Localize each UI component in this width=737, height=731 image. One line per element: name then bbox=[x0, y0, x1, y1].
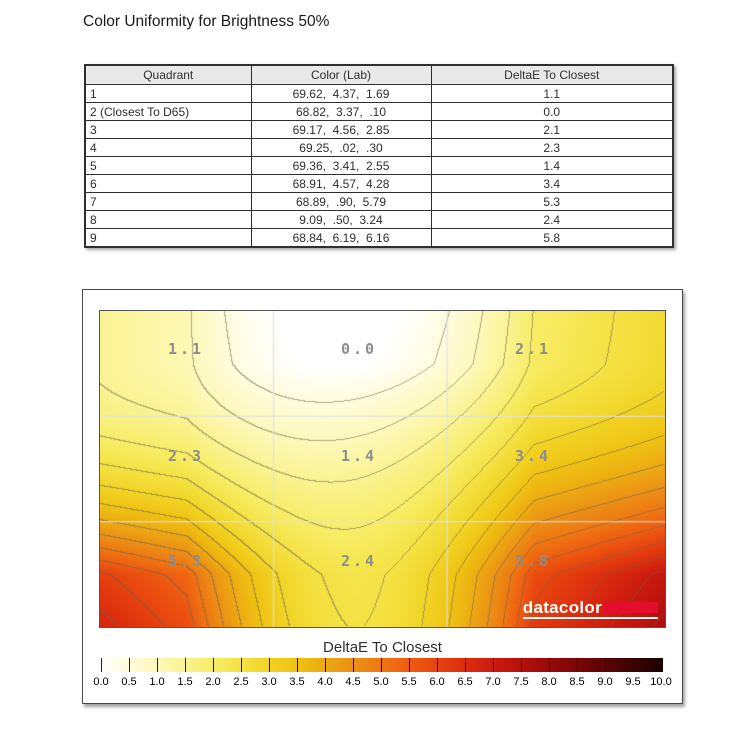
table-row: 8 9.09, .50, 3.24 2.4 bbox=[84, 210, 674, 229]
delta-cell: 5.3 bbox=[430, 192, 674, 211]
colorbar-tick-mark bbox=[101, 658, 102, 672]
colorbar-tick-label: 4.5 bbox=[345, 676, 361, 688]
table-row: 5 69.36, 3.41, 2.55 1.4 bbox=[84, 156, 674, 175]
colorbar-tick-label: 0.5 bbox=[121, 676, 137, 688]
delta-cell: 3.4 bbox=[430, 174, 674, 193]
table-row: 7 68.89, .90, 5.79 5.3 bbox=[84, 192, 674, 211]
colorbar-tick-label: 7.5 bbox=[513, 676, 529, 688]
lab-cell: 69.36, 3.41, 2.55 bbox=[250, 156, 432, 175]
colorbar-tick-mark bbox=[185, 658, 186, 672]
table-row: 4 69.25, .02, .30 2.3 bbox=[84, 138, 674, 157]
quadrant-cell: 9 bbox=[84, 228, 252, 248]
table-body: 1 69.62, 4.37, 1.69 1.1 2 (Closest To D65) 6… bbox=[84, 84, 674, 248]
lab-cell: 9.09, .50, 3.24 bbox=[250, 210, 432, 229]
lab-cell: 68.91, 4.57, 4.28 bbox=[250, 174, 432, 193]
col-header-color-lab: Color (Lab) bbox=[250, 64, 432, 85]
datacolor-logo-text: datacolor bbox=[522, 598, 602, 617]
colorbar-tick-mark bbox=[297, 658, 298, 672]
colorbar-tick-label: 6.0 bbox=[429, 676, 445, 688]
colorbar-tick-mark bbox=[521, 658, 522, 672]
colorbar-tick-mark bbox=[325, 658, 326, 672]
colorbar-tick-label: 2.0 bbox=[205, 676, 221, 688]
colorbar-tick-mark bbox=[353, 658, 354, 672]
table-row: 3 69.17, 4.56, 2.85 2.1 bbox=[84, 120, 674, 139]
lab-cell: 69.25, .02, .30 bbox=[250, 138, 432, 157]
table-row: 2 (Closest To D65) 68.82, 3.37, .10 0.0 bbox=[84, 102, 674, 121]
colorbar-tick-mark bbox=[661, 658, 662, 672]
colorbar-tick-label: 4.0 bbox=[317, 676, 333, 688]
colorbar-tick-label: 8.0 bbox=[541, 676, 557, 688]
delta-cell: 1.4 bbox=[430, 156, 674, 175]
colorbar-tick-mark bbox=[577, 658, 578, 672]
table-row: 9 68.84, 6.19, 6.16 5.8 bbox=[84, 228, 674, 248]
colorbar-tick-label: 5.0 bbox=[373, 676, 389, 688]
contour-canvas bbox=[99, 310, 666, 628]
colorbar-tick-label: 9.5 bbox=[625, 676, 641, 688]
quadrant-cell: 7 bbox=[84, 192, 252, 211]
colorbar-tick-label: 1.0 bbox=[149, 676, 165, 688]
datacolor-logo-underline bbox=[522, 617, 658, 619]
datacolor-logo-row: datacolor bbox=[522, 598, 658, 617]
delta-cell: 0.0 bbox=[430, 102, 674, 121]
datacolor-logo: datacolor bbox=[522, 598, 658, 619]
delta-cell: 5.8 bbox=[430, 228, 674, 248]
table-header-row: Quadrant Color (Lab) DeltaE To Closest bbox=[84, 64, 674, 85]
col-header-quadrant: Quadrant bbox=[84, 64, 252, 85]
quadrant-cell: 8 bbox=[84, 210, 252, 229]
colorbar-tick-mark bbox=[605, 658, 606, 672]
colorbar-tick-mark bbox=[213, 658, 214, 672]
colorbar-tick-label: 0.0 bbox=[93, 676, 109, 688]
colorbar-tick-labels: 0.0 0.5 1.0 1.5 2.0 2.5 3.0 3.5 4.0 4.5 5.0 5.5 6.0 6… bbox=[93, 676, 671, 688]
quadrant-cell: 6 bbox=[84, 174, 252, 193]
col-header-deltae: DeltaE To Closest bbox=[430, 64, 674, 85]
uniformity-table: Quadrant Color (Lab) DeltaE To Closest 1… bbox=[84, 64, 674, 248]
colorbar-tick-mark bbox=[381, 658, 382, 672]
colorbar-tick-mark bbox=[549, 658, 550, 672]
contour-figure: datacolor 1.1 0.0 2.1 2.3 1.4 3.4 5.3 2.4 5.8 De… bbox=[82, 289, 683, 704]
lab-cell: 68.82, 3.37, .10 bbox=[250, 102, 432, 121]
colorbar-tick-mark bbox=[633, 658, 634, 672]
contour-plot: datacolor 1.1 0.0 2.1 2.3 1.4 3.4 5.3 2.4 5.8 bbox=[99, 310, 666, 628]
colorbar-tick-mark bbox=[493, 658, 494, 672]
colorbar-tick-mark bbox=[157, 658, 158, 672]
lab-cell: 69.62, 4.37, 1.69 bbox=[250, 84, 432, 103]
delta-cell: 2.1 bbox=[430, 120, 674, 139]
colorbar-tick-label: 6.5 bbox=[457, 676, 473, 688]
quadrant-cell: 3 bbox=[84, 120, 252, 139]
colorbar-tick-mark bbox=[409, 658, 410, 672]
quadrant-cell: 1 bbox=[84, 84, 252, 103]
lab-cell: 68.84, 6.19, 6.16 bbox=[250, 228, 432, 248]
colorbar-tick-label: 10.0 bbox=[650, 676, 672, 688]
colorbar-tick-label: 8.5 bbox=[569, 676, 585, 688]
page-title: Color Uniformity for Brightness 50% bbox=[83, 13, 330, 30]
colorbar-tick-label: 3.5 bbox=[289, 676, 305, 688]
colorbar-tick-label: 2.5 bbox=[233, 676, 249, 688]
datacolor-logo-red-bar bbox=[604, 602, 658, 613]
colorbar-tick-mark bbox=[241, 658, 242, 672]
colorbar-tick-mark bbox=[437, 658, 438, 672]
colorbar bbox=[99, 658, 663, 672]
colorbar-tick-label: 9.0 bbox=[597, 676, 613, 688]
colorbar-tick-label: 1.5 bbox=[177, 676, 193, 688]
delta-cell: 2.4 bbox=[430, 210, 674, 229]
lab-cell: 69.17, 4.56, 2.85 bbox=[250, 120, 432, 139]
quadrant-cell: 4 bbox=[84, 138, 252, 157]
table-row: 6 68.91, 4.57, 4.28 3.4 bbox=[84, 174, 674, 193]
table-row: 1 69.62, 4.37, 1.69 1.1 bbox=[84, 84, 674, 103]
lab-cell: 68.89, .90, 5.79 bbox=[250, 192, 432, 211]
colorbar-title: DeltaE To Closest bbox=[323, 639, 442, 656]
quadrant-cell: 2 (Closest To D65) bbox=[84, 102, 252, 121]
delta-cell: 1.1 bbox=[430, 84, 674, 103]
colorbar-tick-mark bbox=[269, 658, 270, 672]
colorbar-tick-mark bbox=[465, 658, 466, 672]
colorbar-tick-mark bbox=[129, 658, 130, 672]
delta-cell: 2.3 bbox=[430, 138, 674, 157]
quadrant-cell: 5 bbox=[84, 156, 252, 175]
colorbar-tick-label: 3.0 bbox=[261, 676, 277, 688]
colorbar-tick-label: 5.5 bbox=[401, 676, 417, 688]
colorbar-tick-label: 7.0 bbox=[485, 676, 501, 688]
